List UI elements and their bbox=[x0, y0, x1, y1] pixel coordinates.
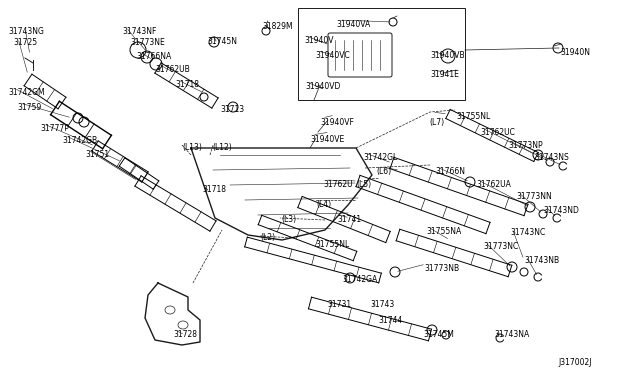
Text: 31940VA: 31940VA bbox=[336, 20, 371, 29]
Text: 31745N: 31745N bbox=[207, 37, 237, 46]
Text: 31742GA: 31742GA bbox=[342, 275, 377, 284]
Text: 31762UA: 31762UA bbox=[476, 180, 511, 189]
Text: 31829M: 31829M bbox=[262, 22, 292, 31]
Text: 31743ND: 31743ND bbox=[543, 206, 579, 215]
Text: 31773NN: 31773NN bbox=[516, 192, 552, 201]
Text: (L12): (L12) bbox=[212, 143, 232, 152]
Text: (L13): (L13) bbox=[182, 143, 202, 152]
Text: 31751: 31751 bbox=[85, 150, 109, 159]
Text: 31940VC: 31940VC bbox=[315, 51, 349, 60]
Text: 31941E: 31941E bbox=[430, 70, 459, 79]
Text: 31742GM: 31742GM bbox=[8, 88, 45, 97]
Text: 31743NB: 31743NB bbox=[524, 256, 559, 265]
Text: 31773NE: 31773NE bbox=[130, 38, 164, 47]
Text: 31743: 31743 bbox=[370, 300, 394, 309]
Text: J317002J: J317002J bbox=[558, 358, 591, 367]
Text: 31728: 31728 bbox=[173, 330, 197, 339]
Text: (L3): (L3) bbox=[281, 215, 296, 224]
Text: 31745M: 31745M bbox=[423, 330, 454, 339]
Text: 31743NF: 31743NF bbox=[122, 27, 156, 36]
Text: (L5): (L5) bbox=[356, 180, 371, 189]
Text: 31741: 31741 bbox=[337, 215, 361, 224]
Text: 31742GL: 31742GL bbox=[363, 153, 397, 162]
Text: 31762UC: 31762UC bbox=[480, 128, 515, 137]
Text: 31773NB: 31773NB bbox=[424, 264, 459, 273]
Text: 31940VE: 31940VE bbox=[310, 135, 344, 144]
Text: 31777P: 31777P bbox=[40, 124, 69, 133]
Text: 31773NP: 31773NP bbox=[508, 141, 543, 150]
Text: (L4): (L4) bbox=[316, 200, 331, 209]
Text: 31940VD: 31940VD bbox=[305, 82, 340, 91]
Text: 31940V: 31940V bbox=[304, 36, 333, 45]
Bar bbox=[298, 8, 465, 100]
Text: (L7): (L7) bbox=[429, 118, 444, 127]
Text: 31755NL: 31755NL bbox=[456, 112, 490, 121]
Text: 31759: 31759 bbox=[17, 103, 41, 112]
Text: 31743NA: 31743NA bbox=[494, 330, 529, 339]
Text: 31755NL: 31755NL bbox=[315, 240, 349, 249]
Text: 31743NS: 31743NS bbox=[534, 153, 569, 162]
Text: 31713: 31713 bbox=[220, 105, 244, 114]
Text: 31743NC: 31743NC bbox=[510, 228, 545, 237]
Text: 31744: 31744 bbox=[378, 316, 403, 325]
Text: (L6): (L6) bbox=[376, 167, 391, 176]
Text: 31766N: 31766N bbox=[435, 167, 465, 176]
Text: 31762UB: 31762UB bbox=[155, 65, 189, 74]
Text: 31718: 31718 bbox=[175, 80, 199, 89]
Text: 31731: 31731 bbox=[327, 300, 351, 309]
Text: 31766NA: 31766NA bbox=[136, 52, 172, 61]
Text: 31940N: 31940N bbox=[560, 48, 590, 57]
Text: 31718: 31718 bbox=[202, 185, 226, 194]
Text: 31940VB: 31940VB bbox=[430, 51, 465, 60]
Text: 31725: 31725 bbox=[13, 38, 37, 47]
Text: 31755NA: 31755NA bbox=[426, 227, 461, 236]
Text: 31773NC: 31773NC bbox=[483, 242, 518, 251]
Text: (L2): (L2) bbox=[260, 233, 275, 242]
Text: 31762U: 31762U bbox=[323, 180, 353, 189]
Text: 31940VF: 31940VF bbox=[320, 118, 354, 127]
Text: 31742GB: 31742GB bbox=[62, 136, 97, 145]
Text: 31743NG: 31743NG bbox=[8, 27, 44, 36]
